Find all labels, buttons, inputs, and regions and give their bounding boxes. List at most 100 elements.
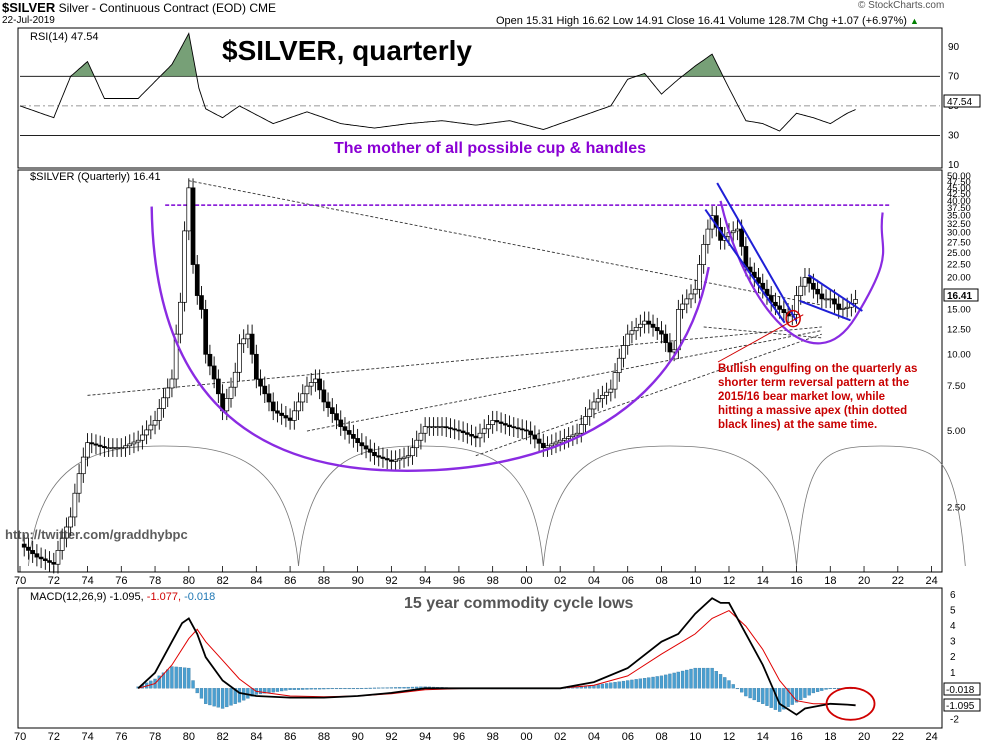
price-tick-label: 35.00 (947, 211, 971, 222)
price-bar-body (338, 419, 344, 428)
price-bar-body (30, 550, 36, 555)
x-tick-label: 20 (858, 575, 870, 587)
price-bar-body (587, 408, 593, 417)
macd-histogram-bar (372, 687, 377, 689)
macd-histogram-bar (786, 688, 790, 708)
price-tick-label: 12.50 (947, 325, 971, 336)
price-bar-body (34, 553, 40, 558)
price-tick-label: 45.00 (947, 183, 971, 194)
macd-histogram-bar (680, 670, 685, 689)
x-tick-label: 16 (791, 575, 803, 587)
price-bar-body (64, 526, 69, 539)
macd-histogram-bar (355, 688, 360, 690)
x-tick-label-bottom: 82 (217, 731, 229, 743)
x-tick-label-bottom: 06 (622, 731, 634, 743)
price-tick-label: 47.50 (947, 177, 971, 188)
price-bar-body (595, 398, 601, 403)
rsi-overbought-fill (161, 33, 198, 77)
x-tick-label-bottom: 84 (250, 731, 262, 743)
price-bar-body (608, 388, 614, 393)
annotation-line-5: black lines) at the same time. (718, 419, 877, 431)
macd-histogram-bar (630, 679, 634, 689)
price-bar-body (840, 307, 846, 310)
macd-histogram-bar (756, 688, 761, 703)
price-bar-body (389, 459, 394, 462)
rsi-overbought-fill (72, 61, 96, 77)
macd-histogram-bar (389, 687, 394, 689)
price-bar-body (739, 228, 745, 247)
annotation-pointer (717, 314, 804, 363)
price-bar-body (393, 459, 398, 462)
macd-histogram-bar (322, 688, 326, 690)
price-bar-body (536, 438, 542, 444)
macd-histogram-bar (229, 688, 233, 706)
price-panel-label: $SILVER (Quarterly) 16.41 (30, 171, 161, 183)
handle-curve (719, 200, 885, 345)
macd-histogram-bar (182, 667, 187, 689)
price-bar-body (781, 309, 787, 313)
price-bar-body (114, 447, 120, 450)
cycle-arc (542, 445, 797, 567)
x-tick-label: 14 (757, 575, 769, 587)
x-tick-label-bottom: 76 (115, 731, 127, 743)
macd-histogram-bar (212, 688, 216, 707)
handle-channel-upper (716, 182, 798, 322)
price-bar-body (566, 436, 571, 439)
macd-histogram-bar (769, 688, 773, 708)
macd-histogram-bar (347, 688, 351, 690)
price-bar-body (106, 447, 111, 450)
x-tick-label: 88 (318, 575, 330, 587)
reversal-circle (785, 309, 801, 328)
macd-label-signal: -1.077, (147, 591, 181, 603)
price-bar-body (642, 320, 647, 325)
macd-histogram-bar (668, 673, 672, 689)
price-bar-body (203, 309, 209, 355)
macd-histogram-bar (596, 684, 600, 689)
price-tick-label: 50.00 (947, 171, 971, 182)
macd-tick-label: 1 (950, 668, 956, 679)
price-bar-body (486, 424, 491, 430)
x-tick-label-bottom: 88 (318, 731, 330, 743)
chart-subtitle: The mother of all possible cup & handles (334, 140, 646, 157)
price-bar-body (47, 560, 52, 563)
macd-histogram-bar (406, 686, 410, 689)
x-tick-label: 06 (622, 575, 634, 587)
price-bar-body (118, 447, 124, 450)
price-bar-body (464, 432, 470, 435)
x-tick-label: 24 (926, 575, 938, 587)
price-bar-body (456, 429, 462, 432)
macd-histogram-bar (735, 688, 740, 690)
macd-histogram-bar (807, 688, 811, 696)
price-bar-body (545, 445, 550, 449)
price-tick-label: 27.50 (947, 237, 971, 248)
macd-histogram-bar (166, 669, 170, 689)
price-bar-body (380, 456, 386, 459)
macd-histogram-bar (313, 688, 318, 690)
macd-histogram-bar (280, 688, 284, 692)
handle-channel-lower (704, 208, 786, 324)
price-bar-body (481, 428, 487, 434)
macd-histogram-bar (296, 688, 301, 690)
price-bar-body (156, 408, 162, 421)
price-bar-body (688, 293, 694, 300)
price-bar-body (148, 424, 154, 431)
price-bar-body (675, 309, 681, 351)
macd-histogram-bar (655, 676, 659, 689)
price-bar-body (38, 556, 44, 560)
price-bar-body (853, 299, 858, 304)
macd-label-hist: -0.018 (184, 591, 215, 603)
x-tick-label: 70 (14, 575, 26, 587)
price-bar-body (650, 323, 656, 328)
x-tick-label: 12 (723, 575, 735, 587)
macd-histogram-bar (634, 679, 638, 689)
price-bar-body (232, 371, 238, 388)
price-annotation: Bullish engulfing on the quarterly as sh… (718, 363, 917, 431)
price-bar-body (283, 415, 289, 419)
price-bar-body (199, 295, 204, 310)
price-bar-body (21, 543, 27, 548)
macd-histogram-bar (811, 688, 816, 694)
x-tick-label-bottom: 72 (48, 731, 60, 743)
macd-histogram-bar (191, 680, 195, 689)
price-bar-body (182, 230, 187, 303)
price-bar-body (574, 432, 580, 436)
